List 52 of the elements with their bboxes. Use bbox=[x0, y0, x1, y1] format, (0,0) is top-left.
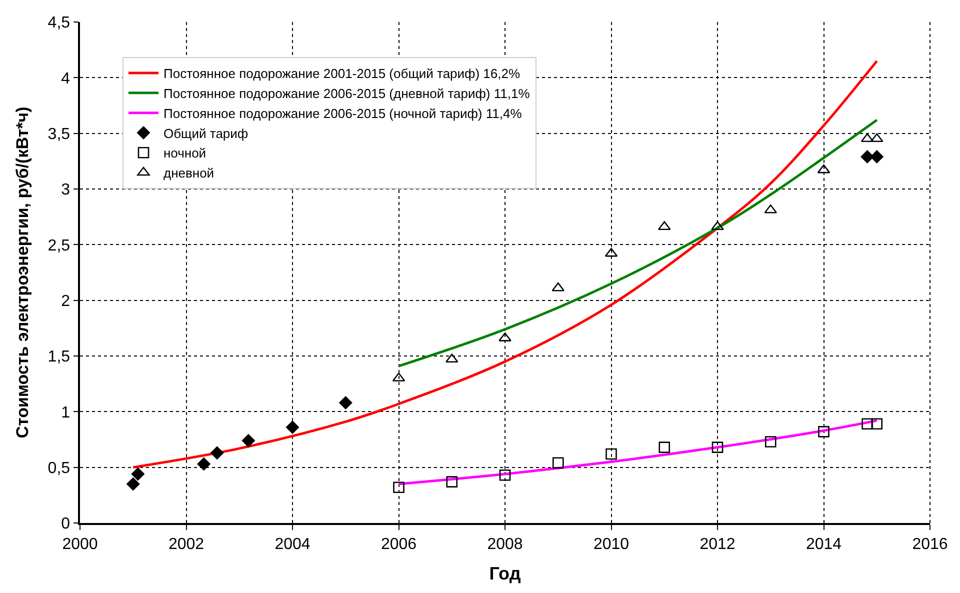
point bbox=[870, 150, 884, 164]
x-tick-label: 2000 bbox=[62, 536, 98, 553]
legend-label: Постоянное подорожание 2006-2015 (дневной тариф) 11,1% bbox=[164, 86, 530, 101]
y-tick-label: 3 bbox=[61, 182, 70, 199]
y-tick-label: 4,5 bbox=[48, 14, 70, 32]
point bbox=[286, 420, 299, 434]
x-tick-label: 2004 bbox=[274, 536, 310, 553]
point bbox=[552, 457, 564, 469]
point bbox=[393, 482, 404, 494]
x-tick-label: 2012 bbox=[700, 536, 736, 553]
y-tick-label: 1 bbox=[61, 404, 70, 422]
point bbox=[658, 442, 670, 453]
point bbox=[871, 418, 883, 430]
point bbox=[817, 164, 830, 174]
legend-label: Постоянное подорожание 2006-2015 (ночной тариф) 11,4% bbox=[164, 106, 522, 121]
y-tick-label: 2,5 bbox=[48, 237, 70, 254]
y-tick-label: 3,5 bbox=[48, 126, 70, 143]
legend-label: ночной bbox=[164, 146, 206, 161]
y-tick-label: 0 bbox=[61, 516, 70, 533]
x-tick-label: 2006 bbox=[380, 536, 417, 553]
point bbox=[242, 434, 255, 448]
point bbox=[210, 446, 224, 460]
x-tick-label: 2014 bbox=[806, 536, 842, 553]
x-tick-label: 2016 bbox=[912, 536, 948, 553]
legend-label: Общий тариф bbox=[164, 126, 248, 141]
point bbox=[860, 150, 874, 164]
point bbox=[552, 282, 565, 292]
point bbox=[446, 476, 458, 488]
point bbox=[870, 133, 884, 142]
y-axis-title: Стоимость электроэнергии, руб/(кВт*ч) bbox=[12, 106, 32, 438]
legend-label: Постоянное подорожание 2001-2015 (общий тариф) 16,2% bbox=[164, 66, 520, 82]
point bbox=[126, 478, 140, 491]
y-tick-label: 4 bbox=[61, 70, 70, 88]
x-axis-title: Год bbox=[489, 564, 522, 584]
point bbox=[818, 426, 830, 438]
point bbox=[860, 133, 874, 142]
point bbox=[339, 396, 352, 410]
point bbox=[606, 448, 617, 460]
point bbox=[604, 248, 618, 257]
x-tick-label: 2010 bbox=[593, 536, 630, 553]
y-tick-label: 2 bbox=[61, 292, 70, 310]
point bbox=[862, 418, 873, 430]
x-tick-label: 2008 bbox=[487, 536, 523, 553]
point bbox=[197, 457, 210, 470]
y-tick-label: 0,5 bbox=[48, 460, 70, 477]
point bbox=[712, 442, 724, 453]
y-tick-label: 1,5 bbox=[48, 348, 70, 366]
x-tick-label: 2002 bbox=[168, 536, 204, 553]
point bbox=[764, 436, 776, 448]
legend-label: дневной bbox=[164, 166, 214, 181]
point bbox=[131, 468, 144, 481]
point bbox=[499, 469, 511, 481]
